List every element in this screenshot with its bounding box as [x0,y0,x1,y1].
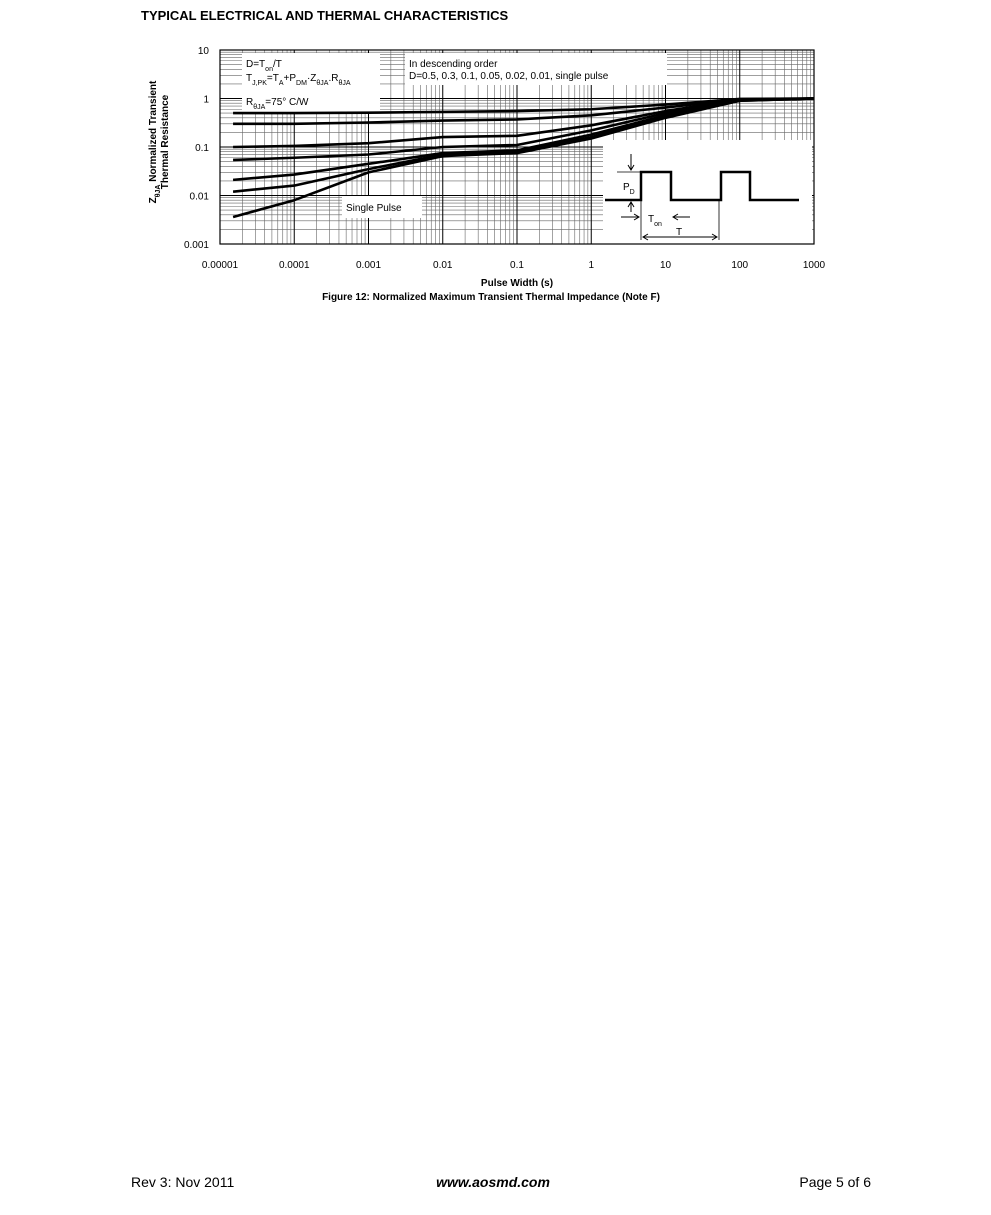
subscript: θJA [253,104,265,111]
single-pulse-box [342,196,422,218]
inset-label: Ton [648,214,662,228]
footer-center[interactable]: www.aosmd.com [436,1174,550,1190]
section-title: TYPICAL ELECTRICAL AND THERMAL CHARACTER… [141,8,508,23]
x-tick-label: 0.00001 [202,260,239,271]
subscript: on [654,221,662,228]
arrow [621,213,640,221]
formula-line: RθJA=75° C/W [246,97,309,111]
text-part: T [246,73,252,84]
text-part: Z [148,197,159,203]
text-part: =T [267,73,279,84]
pulse-waveform [605,170,799,202]
arrow [627,154,635,171]
x-axis-label: Pulse Width (s) [481,278,553,289]
subscript: on [265,66,273,73]
text-part: D=T [246,59,265,70]
subscript: θJA [316,80,328,87]
formula-line: D=Ton/T [246,59,282,73]
text-part: =75° C/W [265,97,309,108]
subscript: J,PK [252,80,267,87]
arrow [672,213,690,221]
series-line [233,97,815,126]
text-part: /T [273,59,282,70]
subscript: A [279,80,284,87]
text-part: ·Z [307,73,316,84]
inset-box [603,140,812,244]
x-tick-label: 0.0001 [279,260,310,271]
y-tick-label: 0.1 [195,143,209,154]
inset-label: T [676,227,682,238]
order-box [405,53,667,85]
subscript: DM [296,80,307,87]
footer-left: Rev 3: Nov 2011 [131,1174,234,1190]
formula-box [242,53,380,113]
inset-label: PD [623,182,635,196]
annotation-boxes [242,53,667,218]
x-tick-label: 10 [660,260,672,271]
figure-caption: Figure 12: Normalized Maximum Transient … [322,292,660,303]
inset-diagram [605,154,799,241]
arrow [627,201,635,212]
formula-line: TJ,PK=TA+PDM·ZθJA.RθJA [246,73,351,87]
subscript: θJA [338,80,350,87]
subscript: D [630,189,635,196]
x-tick-label: 0.001 [356,260,381,271]
text-part: P [623,182,630,193]
arrow [642,233,718,241]
y-tick-label: 10 [198,46,210,57]
text-part: T [648,214,654,225]
y-tick-label: 1 [203,95,209,106]
x-tick-label: 100 [731,260,748,271]
footer-right: Page 5 of 6 [799,1174,871,1190]
subscript: θJA [155,185,162,198]
text-part: Thermal Resistance [160,94,171,189]
x-tick-label: 0.1 [510,260,524,271]
y-axis-label: Thermal Resistance [160,94,171,189]
text-part: R [246,97,253,108]
x-tick-label: 1 [588,260,594,271]
y-tick-label: 0.01 [190,192,210,203]
text-part: .R [328,73,338,84]
text-part: Normalized Transient [148,80,159,185]
series-line [232,97,815,219]
plot-frame [219,49,815,245]
x-tick-label: 0.01 [433,260,453,271]
text-part: +P [284,73,297,84]
series [232,97,815,219]
chart-texts: In descending order D=0.5, 0.3, 0.1, 0.0… [246,59,682,303]
order-note: D=0.5, 0.3, 0.1, 0.05, 0.02, 0.01, singl… [409,71,609,82]
y-axis-label: ZθJA Normalized Transient [148,80,162,203]
single-pulse-label: Single Pulse [346,203,402,214]
order-note: In descending order [409,59,498,70]
x-tick-label: 1000 [803,260,826,271]
y-tick-label: 0.001 [184,240,209,251]
